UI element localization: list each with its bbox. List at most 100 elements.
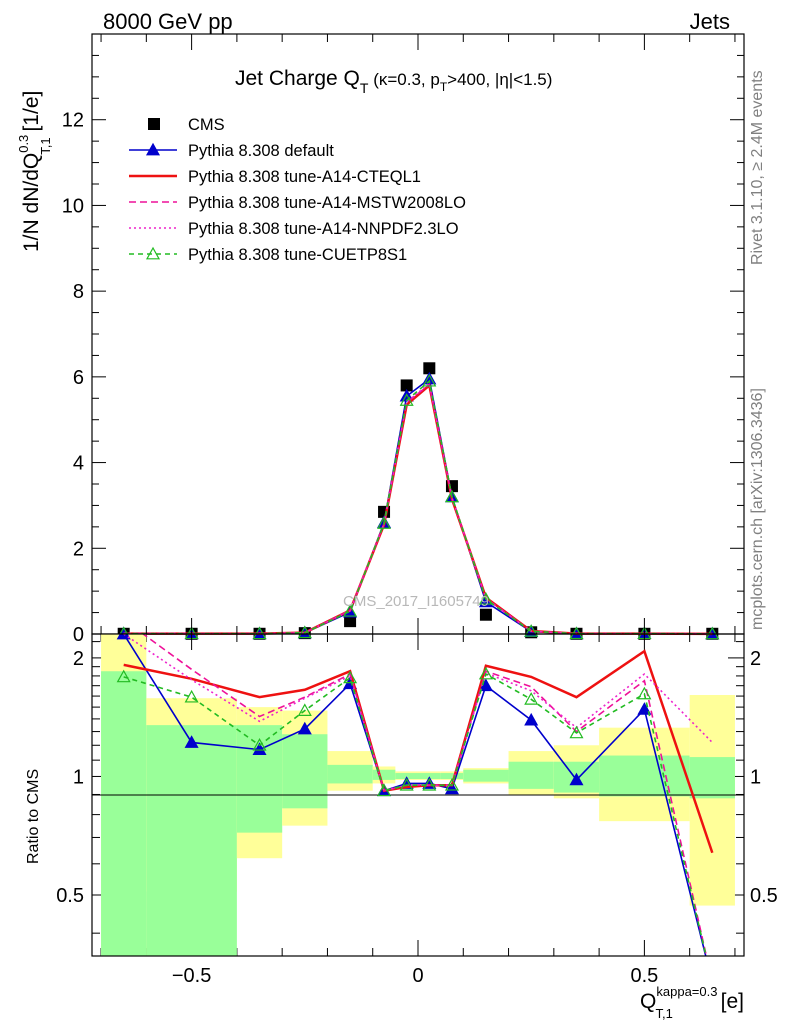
main-y-tick-label: 10 bbox=[62, 195, 84, 217]
title-main: Jet Charge Q bbox=[235, 67, 360, 90]
ratio-point-cuetp8s1 bbox=[422, 777, 437, 791]
legend-label-cuetp8s1: Pythia 8.308 tune-CUETP8S1 bbox=[188, 246, 407, 264]
ratio-point-cuetp8s1 bbox=[478, 666, 493, 680]
ratio-y-tick-label: 1 bbox=[73, 766, 84, 788]
ratio-point-default bbox=[444, 781, 459, 795]
ratio-series-line-cuetp8s1 bbox=[123, 672, 707, 956]
ratio-point-cuetp8s1 bbox=[569, 725, 584, 739]
ratio-band-inner bbox=[395, 773, 418, 780]
ylabel-sup: 0.3 bbox=[16, 135, 31, 153]
ratio-point-cuetp8s1 bbox=[524, 692, 539, 705]
ratio-band-inner bbox=[101, 671, 147, 956]
title-sub2: T bbox=[440, 80, 448, 94]
main-point-cuetp8s1 bbox=[297, 625, 312, 639]
main-y-axis-label: 1/N dN/dQ0.3 T,1 [1/e] bbox=[16, 91, 53, 252]
xlabel-unit: [e] bbox=[715, 990, 744, 1013]
ratio-point-cuetp8s1 bbox=[343, 670, 358, 684]
ratio-point-default bbox=[184, 735, 199, 748]
main-point-cuetp8s1 bbox=[399, 393, 414, 406]
ratio-x-tick-label: 0.5 bbox=[630, 965, 658, 987]
main-point-cuetp8s1 bbox=[422, 373, 437, 387]
ratio-point-cuetp8s1 bbox=[184, 689, 199, 703]
ratio-x-tick-label: −0.5 bbox=[172, 965, 211, 987]
ratio-y-tick-label: 2 bbox=[73, 648, 84, 670]
ratio-point-default bbox=[116, 634, 131, 640]
legend-label-a14_nnpdf: Pythia 8.308 tune-A14-NNPDF2.3LO bbox=[188, 220, 459, 238]
ratio-point-cuetp8s1 bbox=[377, 783, 392, 797]
ratio-band-inner bbox=[418, 773, 441, 780]
ratio-point-default bbox=[252, 742, 267, 755]
ratio-point-cuetp8s1 bbox=[637, 686, 652, 700]
ratio-point-cuetp8s1 bbox=[444, 777, 459, 791]
main-y-tick-label: 8 bbox=[73, 281, 84, 303]
ratio-y-tick-label-right: 1 bbox=[750, 766, 761, 788]
ratio-band-inner bbox=[327, 764, 373, 784]
ratio-band-inner bbox=[463, 769, 509, 782]
legend-marker-cuetp8s1 bbox=[145, 246, 161, 260]
ratio-point-cuetp8s1 bbox=[252, 738, 267, 751]
ratio-point-default bbox=[569, 772, 584, 786]
legend-label-a14_cteql1: Pythia 8.308 tune-A14-CTEQL1 bbox=[188, 168, 421, 186]
ratio-band-inner bbox=[236, 725, 283, 833]
main-y-tick-label: 4 bbox=[73, 453, 84, 475]
ratio-band-outer bbox=[689, 695, 735, 906]
energy-label: 8000 GeV pp bbox=[103, 9, 233, 34]
ratio-point-cuetp8s1 bbox=[297, 703, 312, 716]
xlabel-main: Q bbox=[640, 990, 656, 1013]
ylabel-unit: [1/e] bbox=[20, 91, 43, 138]
ratio-series-line-default bbox=[123, 634, 707, 956]
ratio-series-line-a14_mstw bbox=[141, 634, 708, 956]
main-point-cuetp8s1 bbox=[569, 626, 584, 640]
ratio-band-inner bbox=[440, 773, 464, 780]
ratio-band-inner bbox=[689, 757, 735, 799]
ratio-band-inner bbox=[146, 725, 237, 956]
ratio-band-inner bbox=[372, 769, 396, 780]
ratio-x-tick-label: 0 bbox=[412, 965, 423, 987]
legend-label-cms: CMS bbox=[188, 116, 225, 134]
ratio-series-line-a14_cteql1 bbox=[123, 649, 714, 854]
process-label: Jets bbox=[690, 9, 730, 34]
title-rest: (κ=0.3, p bbox=[368, 70, 439, 89]
xlabel-sub: T,1 bbox=[655, 1006, 672, 1021]
legend-marker-cms bbox=[148, 118, 160, 130]
ratio-y-tick-label: 0.5 bbox=[56, 885, 84, 907]
ratio-point-cuetp8s1 bbox=[399, 777, 414, 791]
main-point-cuetp8s1 bbox=[343, 604, 358, 617]
legend: CMS Pythia 8.308 default Pythia 8.308 tune… bbox=[129, 116, 466, 264]
legend-label-default: Pythia 8.308 default bbox=[188, 142, 334, 160]
ratio-series-line-a14_nnpdf bbox=[123, 634, 713, 792]
ratio-plot-frame bbox=[91, 633, 745, 957]
title-rest2: >400, |η|<1.5) bbox=[447, 70, 552, 89]
ratio-point-default bbox=[637, 702, 652, 715]
mcplots-label: mcplots.cern.ch [arXiv:1306.3436] bbox=[749, 388, 766, 630]
main-point-cuetp8s1 bbox=[444, 489, 459, 503]
main-point-cms bbox=[400, 379, 413, 392]
ratio-y-axis-label: Ratio to CMS bbox=[25, 769, 42, 864]
ratio-band-inner bbox=[282, 734, 328, 809]
ratio-point-default bbox=[524, 712, 539, 726]
main-y-tick-label: 0 bbox=[73, 624, 84, 646]
main-point-cuetp8s1 bbox=[705, 626, 720, 640]
ylabel-main: 1/N dN/dQ bbox=[20, 153, 43, 252]
ratio-y-tick-label-right: 0.5 bbox=[750, 885, 778, 907]
legend-label-a14_mstw: Pythia 8.308 tune-A14-MSTW2008LO bbox=[188, 194, 466, 212]
ratio-data-layer bbox=[116, 634, 714, 956]
ylabel-sub: T,1 bbox=[38, 137, 53, 154]
main-point-cms bbox=[479, 608, 492, 621]
main-point-cuetp8s1 bbox=[524, 624, 539, 637]
plot-title: Jet Charge QT (κ=0.3, pT>400, |η|<1.5) bbox=[235, 67, 552, 96]
analysis-watermark: CMS_2017_I1605749 bbox=[343, 593, 489, 610]
legend-marker-default bbox=[145, 142, 161, 156]
rivet-label: Rivet 3.1.10, ≥ 2.4M events bbox=[749, 70, 766, 265]
main-y-tick-label: 12 bbox=[62, 110, 84, 132]
main-point-cuetp8s1 bbox=[377, 516, 392, 529]
title-sub: T bbox=[360, 80, 369, 96]
x-axis-label: Qkappa=0.3 T,1 [e] bbox=[640, 984, 744, 1021]
ratio-plot-panel bbox=[91, 633, 745, 957]
main-y-tick-label: 2 bbox=[73, 538, 84, 560]
ratio-band-inner bbox=[599, 755, 690, 797]
main-point-cuetp8s1 bbox=[478, 592, 493, 605]
ratio-band-inner bbox=[508, 761, 554, 789]
